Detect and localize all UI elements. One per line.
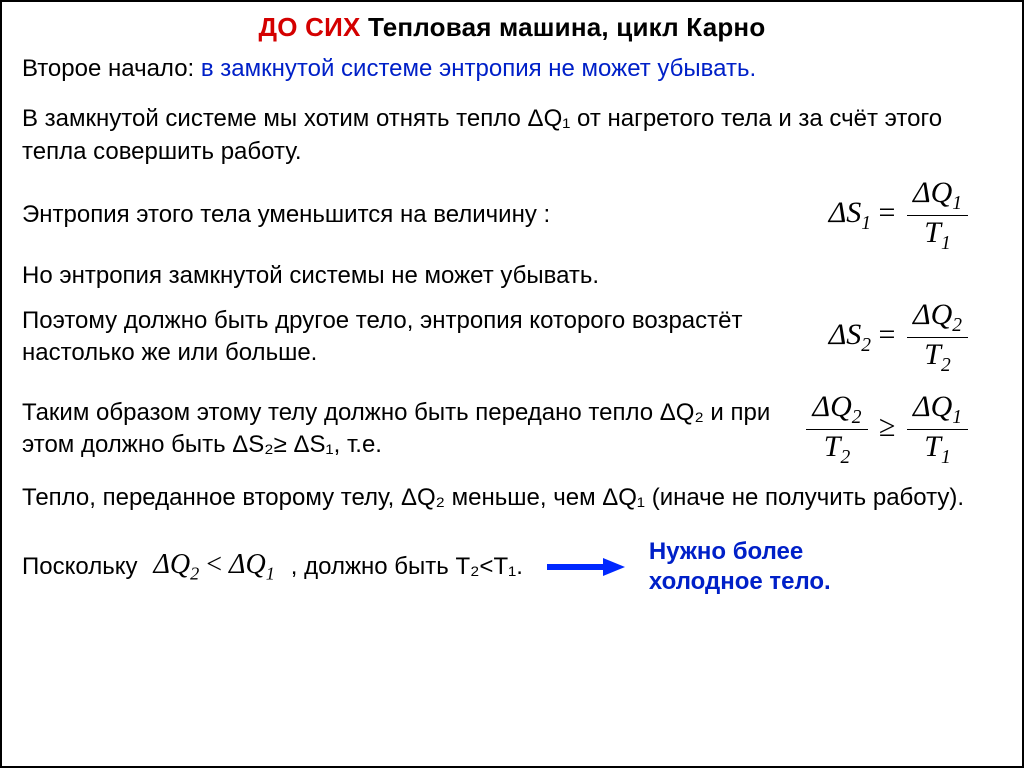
- conclusion: Нужно более холодное тело.: [649, 537, 879, 597]
- second-body-row: Поэтому должно быть другое тело, энтропи…: [22, 298, 1002, 376]
- second-law-statement: в замкнутой системе энтропия не может уб…: [201, 55, 756, 82]
- equation-ds2: ΔS2 = ΔQ2 T2: [829, 298, 1002, 376]
- since-row: Поскольку ΔQ2 < ΔQ1 , должно быть T₂<T₁.…: [22, 537, 1002, 597]
- slide: ДО СИХ Тепловая машина, цикл Карно Второ…: [0, 0, 1024, 768]
- slide-title: ДО СИХ Тепловая машина, цикл Карно: [22, 12, 1002, 43]
- since-word: Поскольку: [22, 553, 137, 581]
- since-tail: , должно быть T₂<T₁.: [291, 553, 523, 581]
- title-black-part: Тепловая машина, цикл Карно: [368, 12, 765, 42]
- arrow-icon: [547, 557, 625, 577]
- second-law-prefix: Второе начало:: [22, 55, 201, 82]
- paragraph-1: В замкнутой системе мы хотим отнять тепл…: [22, 103, 1002, 168]
- second-law: Второе начало: в замкнутой системе энтро…: [22, 53, 1002, 85]
- entropy-decrease-row: Энтропия этого тела уменьшится на величи…: [22, 176, 1002, 254]
- inequality-row: Таким образом этому телу должно быть пер…: [22, 390, 1002, 468]
- equation-inequality: ΔQ2 T2 ≥ ΔQ1 T1: [802, 390, 1002, 468]
- paragraph-2: Энтропия этого тела уменьшится на величи…: [22, 199, 811, 231]
- paragraph-6: Тепло, переданное второму телу, ΔQ₂ мень…: [22, 482, 1002, 514]
- paragraph-5: Таким образом этому телу должно быть пер…: [22, 397, 784, 462]
- paragraph-3: Но энтропия замкнутой системы не может у…: [22, 260, 1002, 292]
- equation-q2-lt-q1: ΔQ2 < ΔQ1: [153, 549, 274, 585]
- title-red-part: ДО СИХ: [259, 12, 368, 42]
- equation-ds1: ΔS1 = ΔQ1 T1: [829, 176, 1002, 254]
- paragraph-4: Поэтому должно быть другое тело, энтропи…: [22, 305, 811, 370]
